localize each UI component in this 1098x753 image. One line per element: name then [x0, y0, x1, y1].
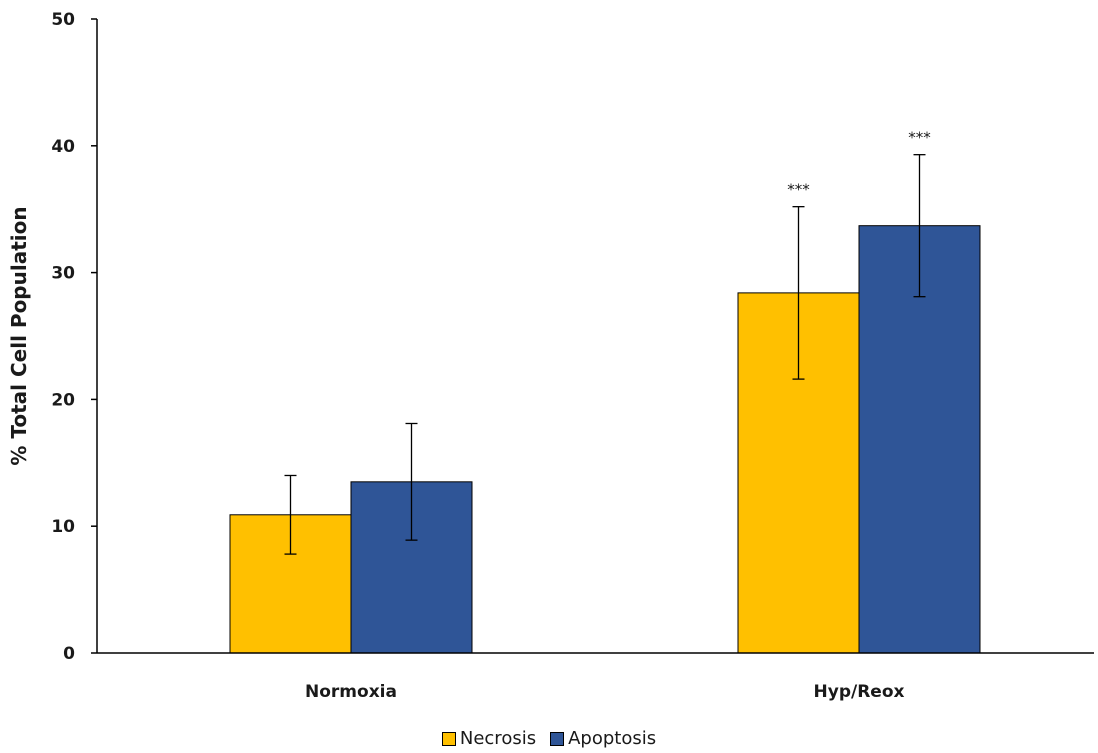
legend-item-necrosis: Necrosis	[441, 728, 537, 749]
bar-series	[229, 225, 981, 654]
error-bars	[284, 154, 926, 555]
y-tick-label: 30	[51, 264, 75, 284]
significance-markers: *** ***	[787, 129, 931, 199]
y-axis-ticks: 0 10 20 30 40 50	[51, 10, 97, 664]
category-label: Normoxia	[305, 682, 397, 702]
y-tick-label: 10	[51, 517, 75, 537]
y-tick-label: 50	[51, 10, 75, 30]
y-tick-label: 0	[63, 644, 75, 664]
legend-item-apoptosis: Apoptosis	[550, 728, 656, 749]
legend: Necrosis Apoptosis	[0, 728, 1098, 749]
significance-marker: ***	[908, 129, 931, 147]
legend-label-necrosis: Necrosis	[459, 728, 537, 749]
legend-label-apoptosis: Apoptosis	[568, 728, 657, 749]
legend-swatch-apoptosis	[550, 731, 565, 746]
y-tick-label: 20	[51, 390, 75, 410]
x-axis-categories: Normoxia Hyp/Reox	[305, 682, 904, 702]
legend-swatch-necrosis	[441, 731, 456, 746]
significance-marker: ***	[787, 181, 810, 199]
y-tick-label: 40	[51, 137, 75, 157]
y-axis-label: % Total Cell Population	[7, 206, 31, 465]
category-label: Hyp/Reox	[814, 682, 905, 702]
